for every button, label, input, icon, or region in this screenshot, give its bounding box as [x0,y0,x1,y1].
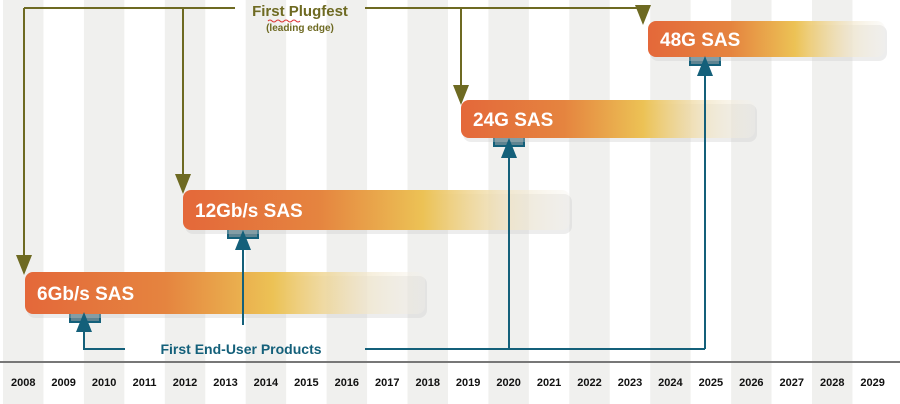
bar-body [461,100,755,138]
year-label: 2010 [92,377,116,389]
plugfest-subtitle: (leading edge) [266,23,334,34]
generation-label: 24G SAS [473,110,553,131]
year-label: 2011 [133,377,157,389]
product-arrow [76,312,125,350]
year-label: 2024 [658,377,683,389]
bar-body [183,190,570,230]
generation-bars: 6Gb/s SAS 12Gb/s SAS 24G SAS 48G SAS [25,21,887,323]
year-label: 2028 [820,377,844,389]
year-label: 2022 [577,377,601,389]
year-label: 2008 [11,377,35,389]
year-label: 2017 [375,377,399,389]
plugfest-title: First Plugfest [252,3,348,20]
year-label: 2027 [780,377,804,389]
year-label: 2018 [415,377,439,389]
year-labels: 2008 2009 2010 2011 2012 2013 2014 2015 2016 2017… [11,377,885,389]
year-label: 2015 [294,377,318,389]
year-stripe [731,0,772,404]
connector-lines [16,5,713,350]
year-stripe [569,0,610,404]
year-stripe [650,0,691,404]
year-label: 2012 [173,377,197,389]
year-label: 2013 [213,377,237,389]
end-user-products-label: First End-User Products [160,341,321,357]
generation-bar: 48G SAS [648,21,887,66]
generation-label: 6Gb/s SAS [37,284,134,305]
generation-label: 12Gb/s SAS [195,201,303,222]
bar-body [648,21,885,57]
year-label: 2019 [456,377,480,389]
year-label: 2014 [254,377,279,389]
generation-bar: 6Gb/s SAS [25,272,427,323]
year-label: 2009 [51,377,75,389]
bar-body [25,272,425,314]
year-stripe [83,0,125,404]
year-label: 2029 [860,377,884,389]
generation-bar: 24G SAS [461,100,757,147]
year-label: 2016 [335,377,359,389]
plugfest-arrow [365,5,651,25]
year-stripe [812,0,853,404]
generation-label: 48G SAS [660,30,740,51]
generation-bar: 12Gb/s SAS [183,190,572,239]
year-label: 2026 [739,377,763,389]
year-label: 2020 [496,377,520,389]
year-label: 2025 [699,377,723,389]
spellcheck-underline [267,19,301,23]
year-label: 2023 [618,377,642,389]
year-label: 2021 [537,377,561,389]
